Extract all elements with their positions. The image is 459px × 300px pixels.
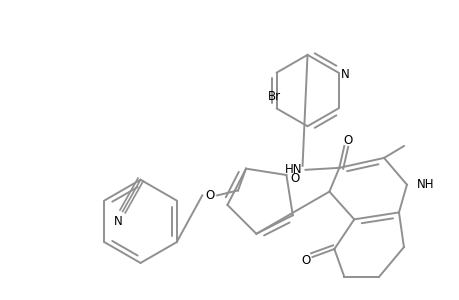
Text: HN: HN	[285, 163, 302, 176]
Text: Br: Br	[268, 90, 280, 103]
Text: O: O	[290, 172, 299, 185]
Text: O: O	[205, 189, 214, 202]
Text: N: N	[114, 215, 123, 228]
Text: O: O	[300, 254, 309, 268]
Text: NH: NH	[416, 178, 433, 191]
Text: O: O	[343, 134, 352, 147]
Text: N: N	[341, 68, 349, 81]
